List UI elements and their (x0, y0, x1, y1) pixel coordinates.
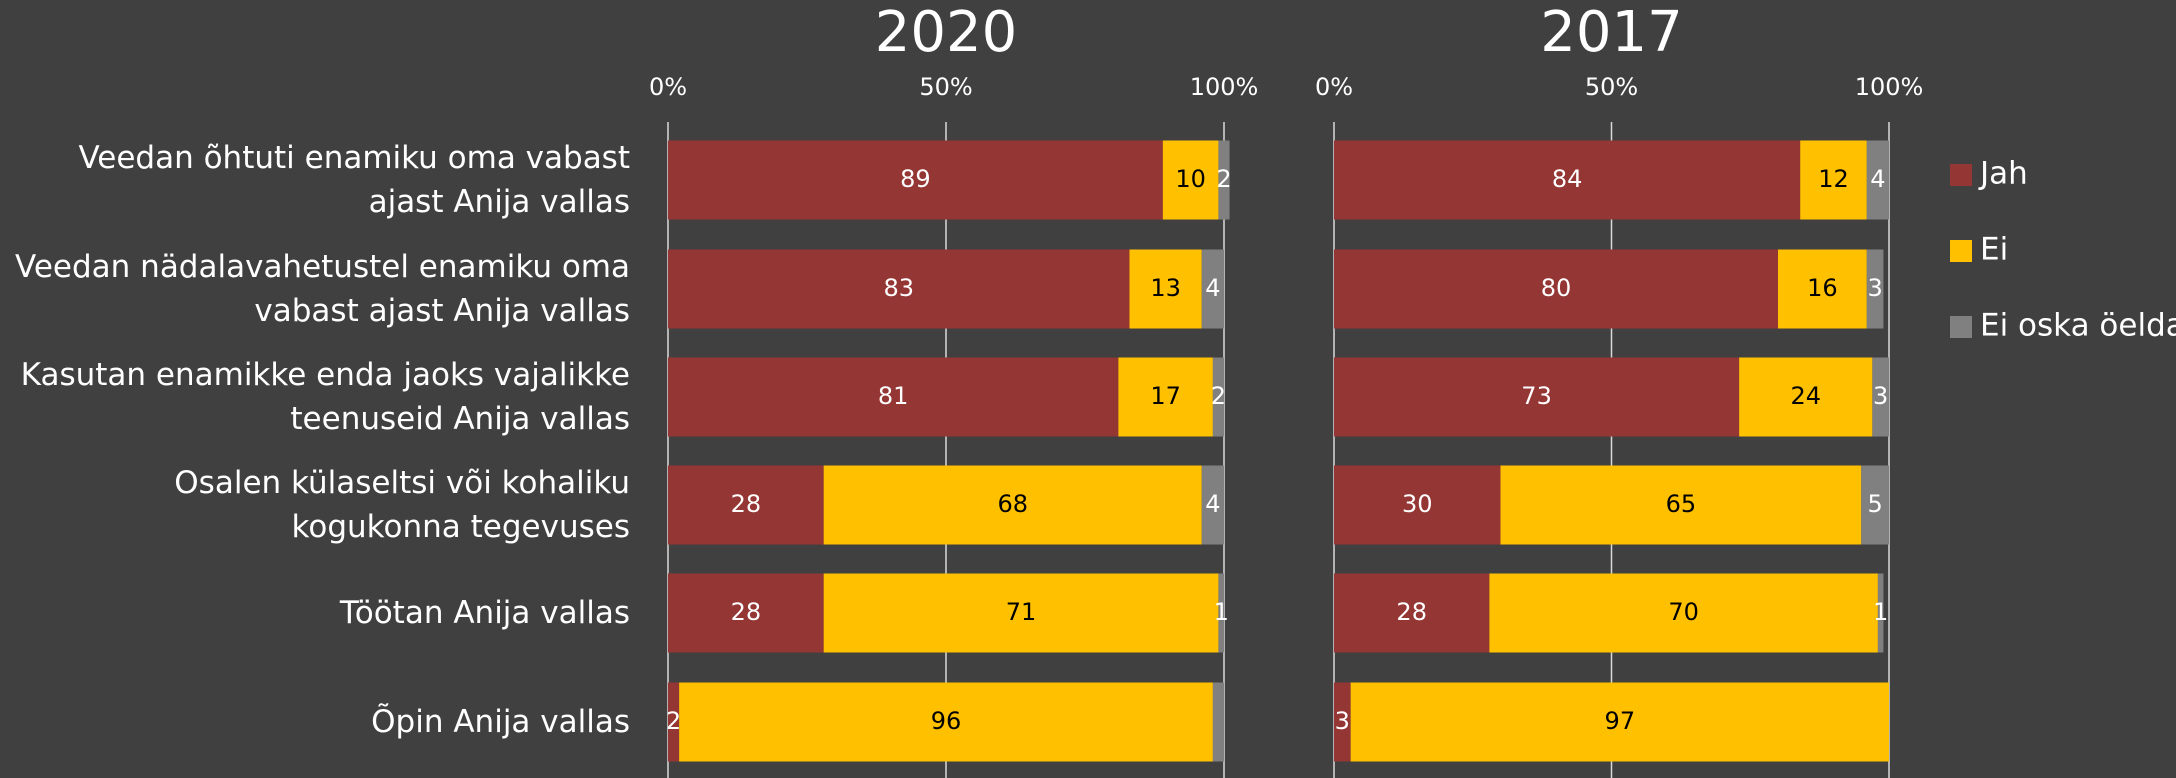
x-tick-label: 50% (1585, 73, 1638, 101)
bar-segment (1201, 465, 1224, 545)
chart-title: 2017 (1540, 0, 1683, 65)
bar-segment (1118, 357, 1213, 437)
data-label: 2 (666, 707, 681, 735)
data-label: 80 (1541, 274, 1572, 302)
x-tick-label: 50% (919, 73, 972, 101)
bar-segment (1500, 465, 1862, 545)
bar-segment (1800, 140, 1867, 220)
bar-segment (1350, 682, 1889, 762)
data-label: 65 (1666, 490, 1697, 518)
data-label: 1 (1873, 598, 1888, 626)
bar-segment (1866, 140, 1889, 220)
data-label: 89 (900, 165, 931, 193)
data-label: 4 (1205, 274, 1220, 302)
bar-segment (668, 140, 1163, 220)
x-tick-label: 0% (1315, 73, 1353, 101)
data-label: 28 (731, 490, 762, 518)
bar-segment (1872, 357, 1889, 437)
bar-segment (1334, 682, 1351, 762)
bar-segment (668, 682, 680, 762)
bar-segment (823, 465, 1202, 545)
data-label: 30 (1402, 490, 1433, 518)
x-tick-label: 100% (1855, 73, 1924, 101)
bar-segment (1212, 682, 1224, 762)
category-label: Õpin Anija vallas (371, 704, 630, 740)
category-label: Kasutan enamikke enda jaoks vajalikke te… (20, 357, 630, 437)
data-label: 16 (1807, 274, 1838, 302)
chart-title: 2020 (875, 0, 1018, 65)
data-label: 83 (883, 274, 914, 302)
data-label: 17 (1150, 382, 1181, 410)
data-label: 28 (1396, 598, 1427, 626)
data-label: 81 (878, 382, 909, 410)
bar-segment (668, 249, 1130, 329)
data-label: 2 (1216, 165, 1231, 193)
category-label: Veedan nädalavahetustel enamiku oma vaba… (15, 249, 630, 329)
bar-segment (1334, 249, 1778, 329)
x-tick-label: 0% (649, 73, 687, 101)
bar-segment (1218, 573, 1224, 653)
category-label: Töötan Anija vallas (339, 595, 630, 631)
data-label: 24 (1790, 382, 1821, 410)
data-label: 4 (1205, 490, 1220, 518)
bar-segment (1866, 249, 1884, 329)
data-label: 5 (1867, 490, 1882, 518)
bar-segment (1877, 573, 1884, 653)
data-label: 70 (1668, 598, 1699, 626)
legend-swatch (1950, 316, 1972, 338)
bar-segment (1778, 249, 1867, 329)
bar-segment (1129, 249, 1202, 329)
data-label: 1 (1214, 598, 1229, 626)
bar-segment (1212, 357, 1224, 437)
bar-segment (1861, 465, 1889, 545)
bar-segment (1334, 573, 1490, 653)
bar-segment (1162, 140, 1219, 220)
bar-segment (668, 357, 1119, 437)
data-label: 28 (731, 598, 762, 626)
legend-swatch (1950, 164, 1972, 186)
data-label: 3 (1335, 707, 1350, 735)
legend-label: Ei (1980, 232, 2008, 268)
bar-segment (1489, 573, 1878, 653)
bar-segment (668, 465, 824, 545)
legend-label: Ei oska öelda (1980, 308, 2176, 344)
data-label: 71 (1006, 598, 1037, 626)
bar-segment (823, 573, 1219, 653)
x-tick-label: 100% (1190, 73, 1259, 101)
bar-segment (668, 573, 824, 653)
legend-label: Jah (1978, 156, 2028, 192)
category-label: Veedan õhtuti enamiku oma vabast ajast A… (78, 140, 630, 220)
data-label: 4 (1870, 165, 1885, 193)
data-label: 84 (1552, 165, 1583, 193)
data-label: 68 (997, 490, 1028, 518)
category-label: Osalen külaseltsi või kohaliku kogukonna… (174, 465, 630, 545)
data-label: 10 (1175, 165, 1206, 193)
data-label: 73 (1521, 382, 1552, 410)
legend-swatch (1950, 240, 1972, 262)
data-label: 3 (1867, 274, 1882, 302)
bar-segment (679, 682, 1213, 762)
bar-segment (1739, 357, 1873, 437)
data-label: 2 (1211, 382, 1226, 410)
bar-segment (1218, 140, 1230, 220)
data-label: 3 (1873, 382, 1888, 410)
data-label: 96 (931, 707, 962, 735)
bar-segment (1334, 357, 1740, 437)
data-label: 12 (1818, 165, 1849, 193)
bar-segment (1334, 140, 1801, 220)
data-label: 97 (1605, 707, 1636, 735)
bar-segment (1201, 249, 1224, 329)
bar-segment (1334, 465, 1501, 545)
data-label: 13 (1150, 274, 1181, 302)
